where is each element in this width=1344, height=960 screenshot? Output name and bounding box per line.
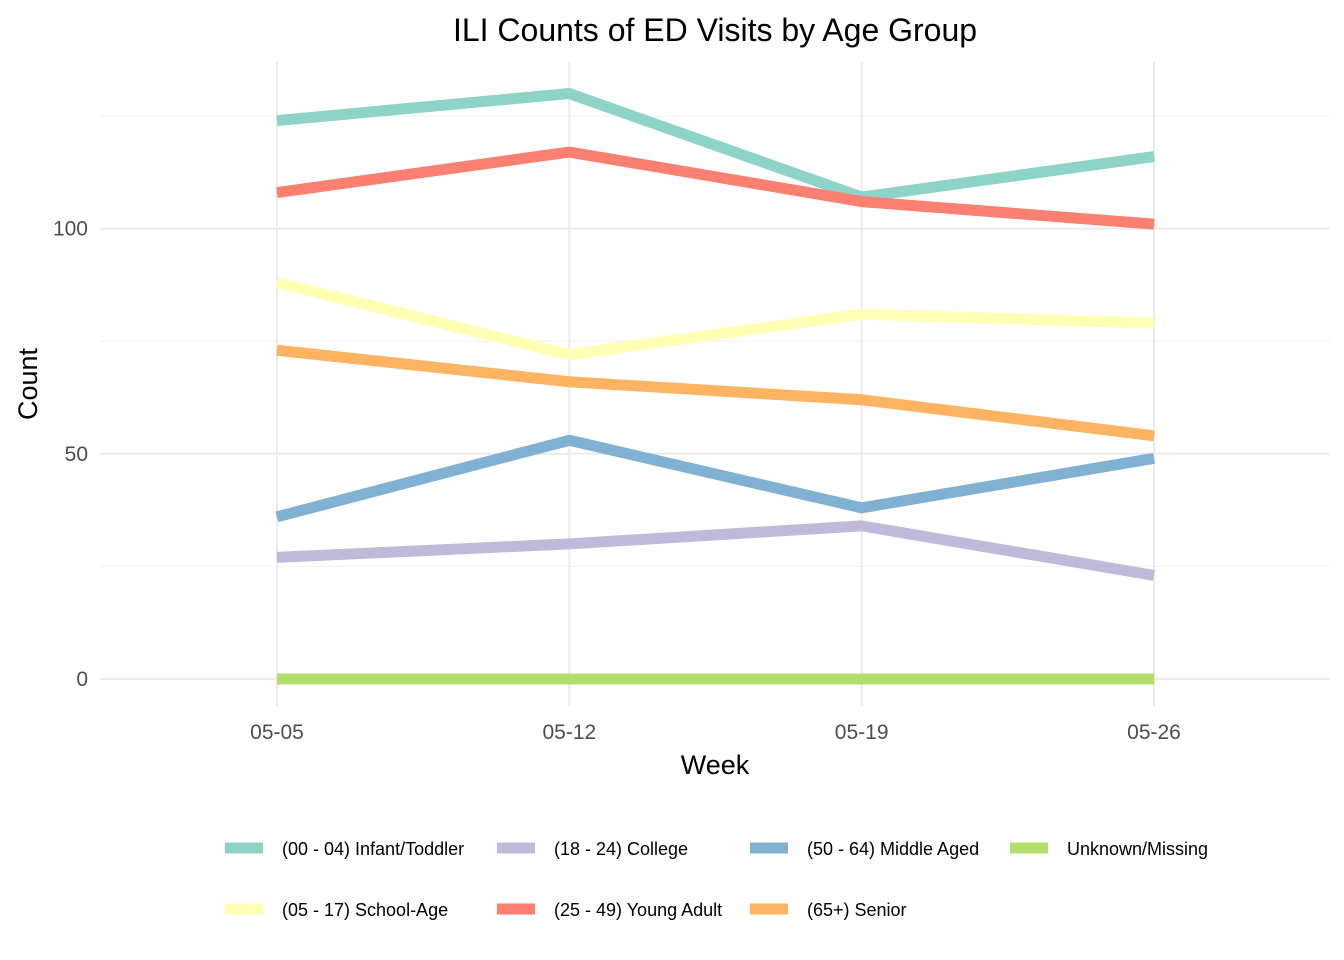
data-point-18-24-college xyxy=(1153,574,1155,576)
data-point-18-24-college xyxy=(861,525,863,527)
data-point-unknown-missing xyxy=(861,678,863,680)
data-point-05-17-school-age xyxy=(568,354,570,356)
data-point-65-senior xyxy=(568,381,570,383)
legend-label: (50 - 64) Middle Aged xyxy=(807,839,979,859)
y-axis: 0 50 100 xyxy=(53,218,88,691)
data-point-65-senior xyxy=(276,349,278,351)
data-point-05-17-school-age xyxy=(861,313,863,315)
data-point-25-49-young-adult xyxy=(568,151,570,153)
data-point-05-17-school-age xyxy=(1153,322,1155,324)
data-point-unknown-missing xyxy=(568,678,570,680)
x-tick-label: 05-05 xyxy=(250,721,304,744)
series-line-18-24-college xyxy=(276,520,1155,581)
legend-label: (25 - 49) Young Adult xyxy=(554,900,722,920)
data-point-50-64-middle-aged xyxy=(861,507,863,509)
data-point-00-04-infant-toddler xyxy=(276,120,278,122)
y-tick-label: 50 xyxy=(65,443,88,466)
legend-label: (65+) Senior xyxy=(807,900,907,920)
legend-label: (18 - 24) College xyxy=(554,839,688,859)
data-point-50-64-middle-aged xyxy=(568,439,570,441)
series-line-50-64-middle-aged xyxy=(275,434,1155,523)
series-layer xyxy=(275,88,1155,685)
data-point-18-24-college xyxy=(276,556,278,558)
legend-label: (05 - 17) School-Age xyxy=(282,900,448,920)
data-point-50-64-middle-aged xyxy=(276,516,278,518)
series-line-05-17-school-age xyxy=(275,277,1155,361)
x-tick-label: 05-12 xyxy=(542,721,596,744)
legend: (00 - 04) Infant/Toddler (05 - 17) School… xyxy=(225,839,1208,920)
series-line-65-senior xyxy=(276,344,1155,442)
y-axis-title: Count xyxy=(13,347,43,420)
data-point-unknown-missing xyxy=(1153,678,1155,680)
data-point-00-04-infant-toddler xyxy=(568,93,570,95)
series-line-00-04-infant-toddler xyxy=(276,88,1155,203)
legend-label: (00 - 04) Infant/Toddler xyxy=(282,839,464,859)
y-tick-label: 0 xyxy=(76,668,88,691)
series-line-25-49-young-adult xyxy=(276,146,1155,230)
data-point-00-04-infant-toddler xyxy=(1153,156,1155,158)
data-point-unknown-missing xyxy=(276,678,278,680)
data-point-25-49-young-adult xyxy=(861,201,863,203)
x-axis-title: Week xyxy=(681,750,750,780)
data-point-65-senior xyxy=(1153,435,1155,437)
data-point-05-17-school-age xyxy=(276,282,278,284)
legend-label: Unknown/Missing xyxy=(1067,839,1208,859)
x-tick-label: 05-26 xyxy=(1127,721,1181,744)
data-point-25-49-young-adult xyxy=(276,192,278,194)
y-tick-label: 100 xyxy=(53,218,88,241)
data-point-18-24-college xyxy=(568,543,570,545)
x-axis: 05-05 05-12 05-19 05-26 xyxy=(250,721,1181,744)
data-point-50-64-middle-aged xyxy=(1153,457,1155,459)
data-point-25-49-young-adult xyxy=(1153,223,1155,225)
x-tick-label: 05-19 xyxy=(835,721,889,744)
data-point-65-senior xyxy=(861,399,863,401)
chart-title: ILI Counts of ED Visits by Age Group xyxy=(453,12,977,48)
